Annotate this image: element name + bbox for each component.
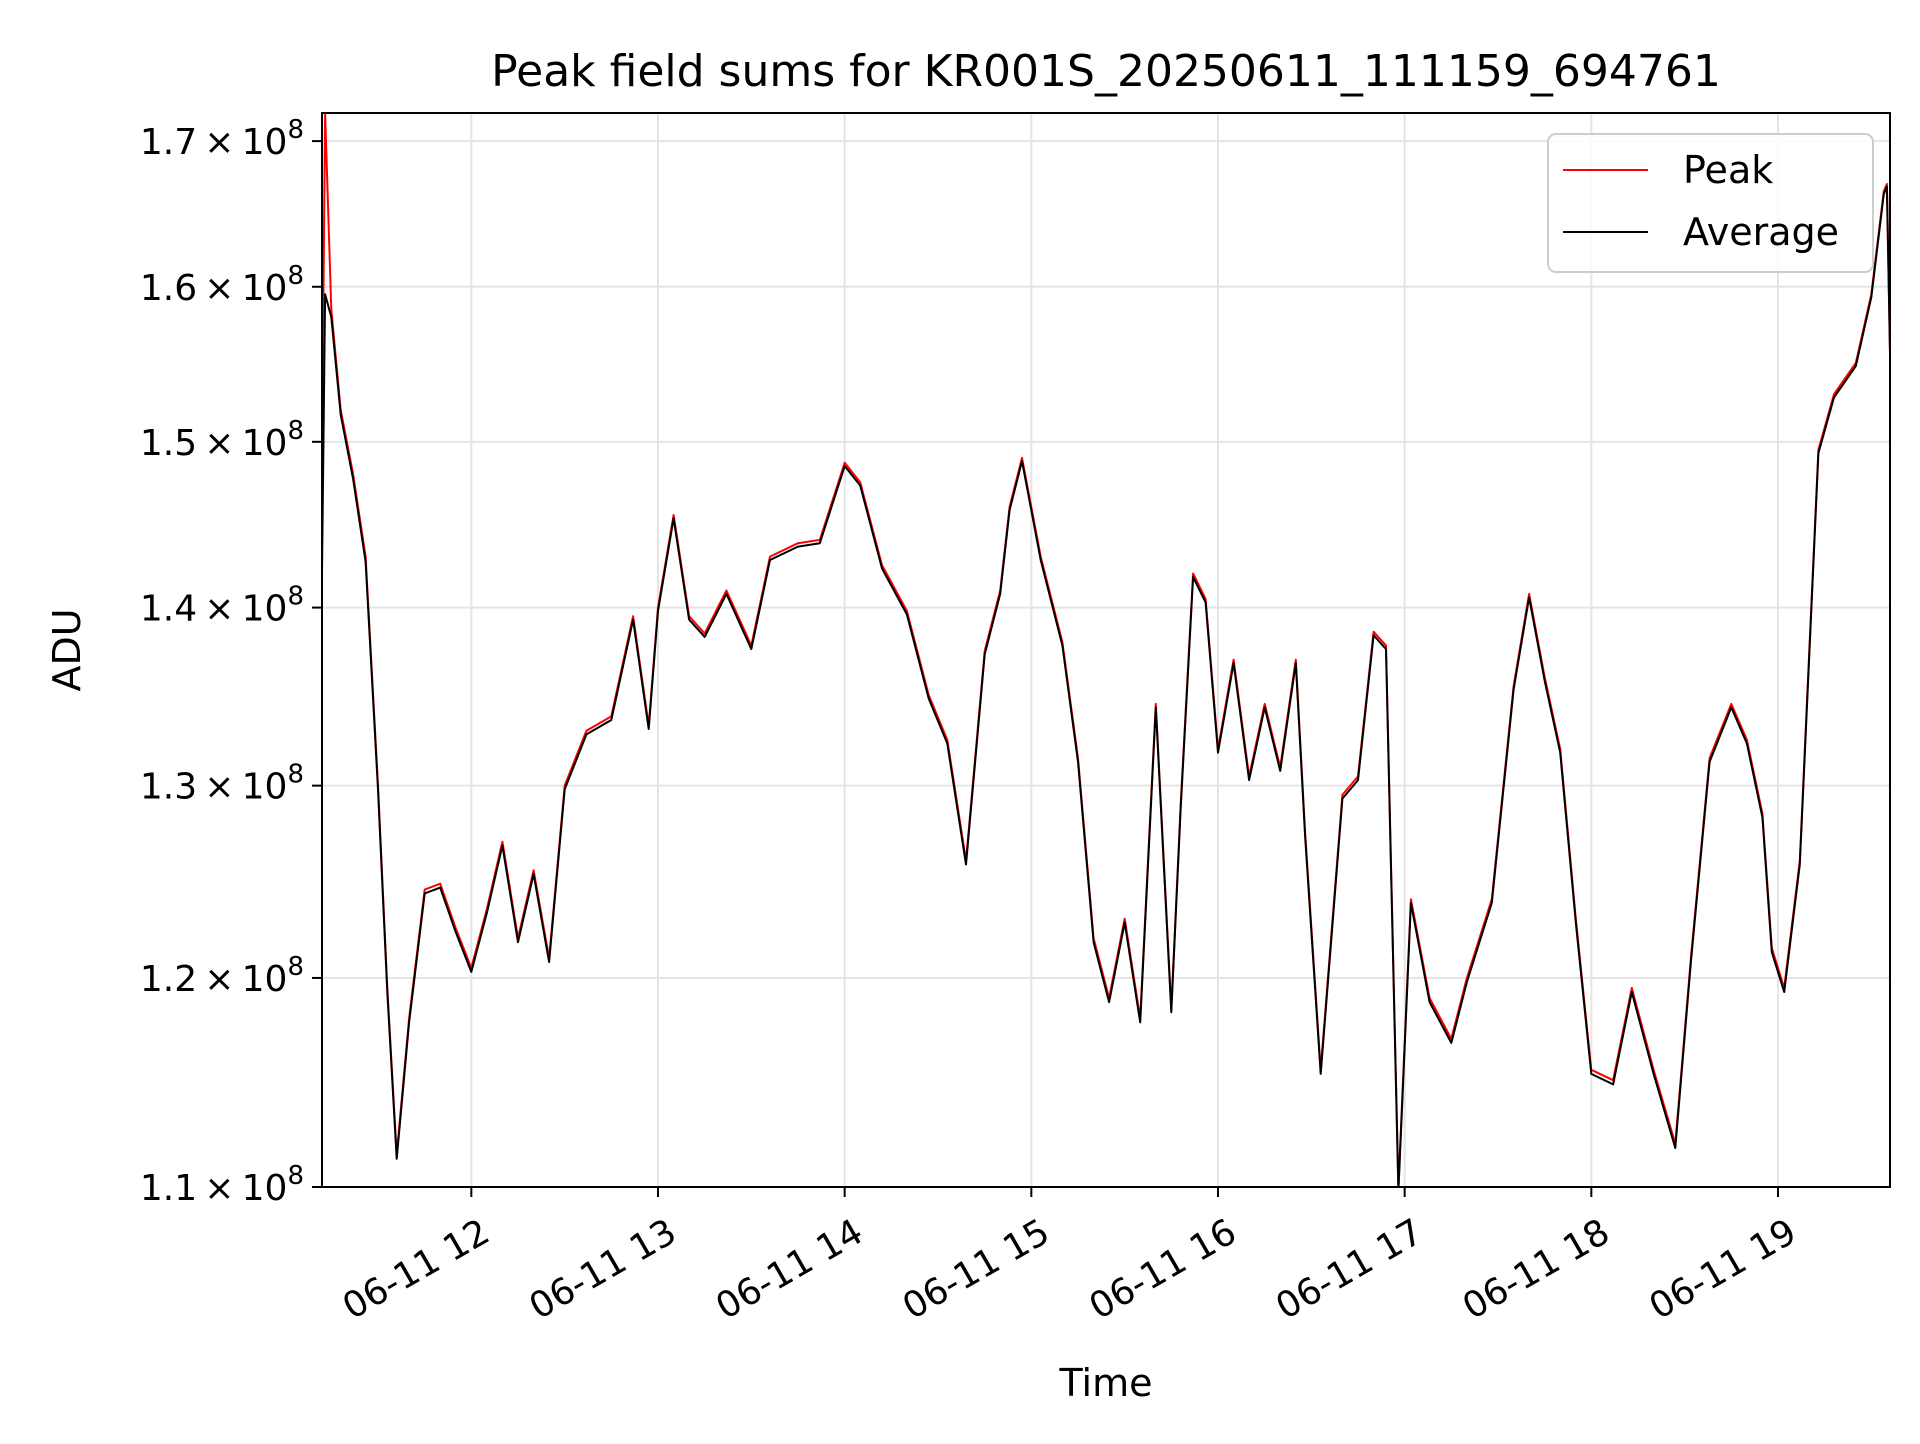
chart-title: Peak field sums for KR001S_20250611_1111… bbox=[491, 46, 1721, 97]
y-tick-label: 1.4 × 108 bbox=[140, 582, 304, 630]
y-tick-label: 1.5 × 108 bbox=[140, 416, 304, 464]
y-tick-label: 1.1 × 108 bbox=[140, 1161, 304, 1209]
y-tick-label: 1.6 × 108 bbox=[140, 261, 304, 309]
legend-label-average: Average bbox=[1683, 210, 1839, 254]
series-group bbox=[322, 113, 1890, 1187]
legend: Peak Average bbox=[1547, 133, 1874, 273]
y-tick-label: 1.3 × 108 bbox=[140, 760, 304, 808]
x-axis-label: Time bbox=[1059, 1361, 1153, 1405]
series-line-average bbox=[322, 185, 1890, 1187]
y-axis-label: ADU bbox=[45, 608, 89, 691]
legend-box bbox=[1547, 133, 1874, 273]
y-tick-label: 1.2 × 108 bbox=[140, 952, 304, 1000]
plot-frame bbox=[321, 112, 1891, 1188]
legend-label-peak: Peak bbox=[1683, 148, 1773, 192]
y-tick-label: 1.7 × 108 bbox=[140, 115, 304, 163]
